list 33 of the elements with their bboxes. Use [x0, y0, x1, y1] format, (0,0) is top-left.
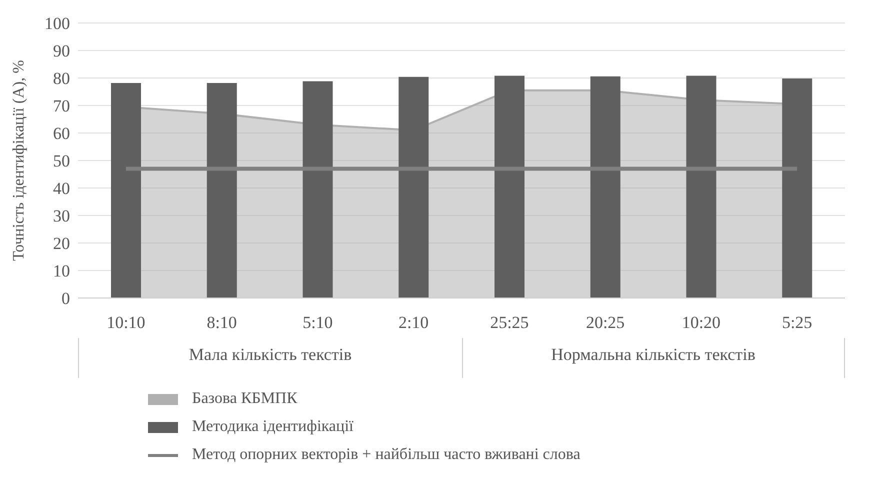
- y-tick-label: 40: [53, 179, 70, 198]
- y-tick-label: 80: [53, 69, 70, 88]
- legend-label: Метод опорних векторів + найбільш часто вживані слова: [192, 446, 580, 464]
- x-tick-label: 25:25: [490, 313, 529, 332]
- y-tick-label: 10: [53, 262, 70, 281]
- text: Нормальна кількість текстів: [462, 338, 845, 378]
- y-tick-label: 20: [53, 234, 70, 254]
- bar: [782, 78, 812, 298]
- legend-label: Базова КБМПК: [192, 390, 298, 408]
- y-tick-label: 30: [53, 206, 70, 226]
- text: Мала кількість текстів: [78, 338, 462, 378]
- y-tick-label: 90: [53, 42, 70, 61]
- y-tick-label: 60: [53, 124, 70, 144]
- legend-label: Методика ідентифікації: [192, 418, 354, 436]
- y-tick-label: 50: [53, 152, 70, 171]
- bar: [686, 76, 716, 298]
- bar: [302, 81, 333, 298]
- bar: [206, 82, 237, 298]
- x-tick-label: 10:20: [682, 313, 721, 332]
- x-tick-label: 5:25: [782, 313, 812, 332]
- y-tick-label: 0: [62, 289, 70, 308]
- bar: [590, 76, 620, 298]
- y-tick-label: 100: [44, 14, 70, 34]
- bar: [494, 76, 524, 298]
- x-tick-label: 5:10: [302, 313, 333, 332]
- x-tick-label: 10:10: [106, 313, 146, 332]
- x-tick-label: 2:10: [398, 313, 429, 332]
- bar: [111, 82, 141, 298]
- x-tick-label: 20:25: [586, 313, 625, 332]
- bar: [398, 76, 429, 298]
- y-tick-label: 70: [53, 96, 70, 116]
- y-axis-title: Точність ідентифікації (A), %: [10, 60, 28, 261]
- x-tick-label: 8:10: [206, 313, 237, 332]
